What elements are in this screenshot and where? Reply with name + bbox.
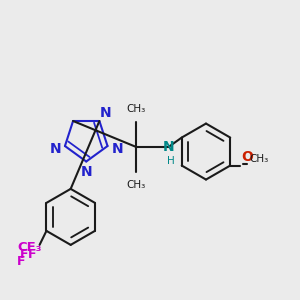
Text: N: N <box>100 106 111 120</box>
Text: N: N <box>163 140 175 154</box>
Text: F: F <box>17 256 25 268</box>
Text: O: O <box>241 150 253 164</box>
Text: N: N <box>80 165 92 178</box>
Text: CF₃: CF₃ <box>17 242 42 254</box>
Text: N: N <box>50 142 61 156</box>
Text: H: H <box>167 156 175 166</box>
Text: N: N <box>111 142 123 156</box>
Text: CH₃: CH₃ <box>126 180 146 190</box>
Text: CH₃: CH₃ <box>126 104 146 114</box>
Text: F: F <box>28 248 36 261</box>
Text: CH₃: CH₃ <box>249 154 268 164</box>
Text: F: F <box>20 248 28 261</box>
